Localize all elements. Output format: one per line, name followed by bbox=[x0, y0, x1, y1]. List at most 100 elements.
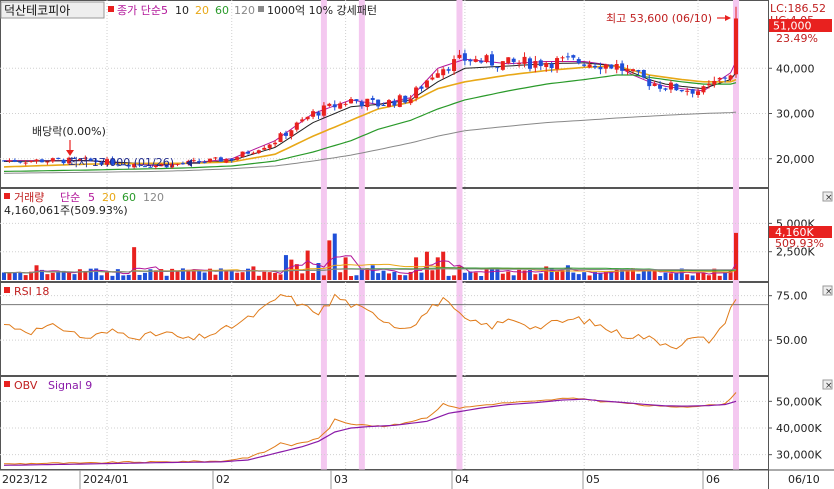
volume-bar bbox=[652, 270, 657, 280]
close-icon[interactable]: × bbox=[822, 191, 833, 203]
volume-bar bbox=[376, 273, 381, 280]
close-icon[interactable]: × bbox=[822, 379, 833, 391]
candle-body bbox=[18, 161, 23, 163]
candle-body bbox=[12, 160, 17, 162]
candle-body bbox=[229, 158, 234, 161]
candle-body bbox=[663, 88, 668, 90]
volume-bar bbox=[370, 265, 375, 280]
candle-body bbox=[338, 103, 343, 109]
volume-bar bbox=[555, 271, 560, 280]
volume-bar bbox=[641, 269, 646, 280]
candle-body bbox=[533, 61, 538, 68]
volume-bar bbox=[94, 268, 99, 280]
close-icon[interactable]: × bbox=[822, 285, 833, 297]
volume-bar bbox=[359, 268, 364, 280]
candle-body bbox=[72, 157, 77, 159]
volume-bar bbox=[197, 270, 202, 280]
volume-bar bbox=[29, 271, 34, 280]
volume-bar bbox=[365, 268, 370, 280]
volume-bar bbox=[208, 268, 213, 280]
candle-body bbox=[435, 73, 440, 78]
candle-body bbox=[717, 77, 722, 80]
candle-body bbox=[712, 80, 717, 85]
candle-body bbox=[484, 55, 489, 62]
pattern-marker-icon bbox=[258, 6, 264, 12]
obv-tick-label: 40,000K bbox=[776, 422, 822, 435]
volume-bar bbox=[294, 264, 299, 280]
volume-bar bbox=[67, 272, 72, 280]
volume-bar bbox=[235, 272, 240, 280]
candle-body bbox=[349, 99, 354, 104]
volume-bar bbox=[484, 268, 489, 280]
volume-bar bbox=[620, 268, 625, 280]
low-arrow-icon bbox=[186, 159, 200, 167]
volume-bar bbox=[544, 266, 549, 280]
candle-body bbox=[175, 163, 180, 165]
volume-marker-icon bbox=[4, 193, 10, 199]
volume-bar bbox=[251, 266, 256, 280]
candle-body bbox=[278, 133, 283, 142]
candle-body bbox=[202, 162, 207, 164]
volume-bar bbox=[419, 272, 424, 280]
candle-body bbox=[457, 54, 462, 58]
candle-body bbox=[289, 130, 294, 137]
candle-body bbox=[414, 87, 419, 99]
volume-bar bbox=[99, 275, 104, 280]
lc-label: LC:186.52 bbox=[770, 2, 826, 15]
y-axis-ticks: 40,00030,00020,0005,000K2,500K75.0050.00… bbox=[768, 62, 822, 462]
rsi-tick-label: 50.00 bbox=[776, 334, 808, 347]
legend-ma60: 60 bbox=[215, 4, 229, 17]
candle-body bbox=[679, 89, 684, 92]
candle-body bbox=[213, 157, 218, 159]
svg-text:×: × bbox=[825, 287, 833, 297]
volume-bar bbox=[441, 251, 446, 280]
stock-name: 덕산테코피아 bbox=[4, 4, 70, 18]
candle-body bbox=[218, 157, 223, 162]
volume-bar bbox=[256, 275, 261, 280]
volume-bar bbox=[229, 269, 234, 280]
price-tick-label: 20,000 bbox=[776, 153, 815, 166]
candle-body bbox=[734, 18, 738, 75]
volume-bar bbox=[625, 270, 630, 280]
stock-name-box[interactable] bbox=[0, 1, 105, 19]
dividend-annotation: 배당락(0.00%) bbox=[32, 125, 106, 138]
candle-body bbox=[191, 160, 196, 162]
volume-bar bbox=[267, 272, 272, 280]
rsi-polyline bbox=[3, 293, 737, 350]
volume-bar bbox=[392, 271, 397, 280]
volume-bar bbox=[316, 263, 321, 280]
candlesticks bbox=[2, 6, 738, 170]
ma-line-120 bbox=[4, 111, 737, 174]
volume-bar bbox=[706, 275, 711, 280]
volume-bar bbox=[527, 270, 532, 280]
legend-close-ma: 종가 단순 bbox=[117, 4, 161, 17]
legend-ma10: 10 bbox=[175, 4, 189, 17]
volume-bar bbox=[349, 276, 354, 280]
candle-body bbox=[668, 82, 673, 90]
candle-body bbox=[121, 164, 126, 166]
candle-body bbox=[728, 75, 733, 80]
candle-body bbox=[29, 160, 34, 162]
candle-body bbox=[527, 58, 532, 69]
candle-body bbox=[424, 80, 429, 88]
price-badge: 51,000 23.49% bbox=[769, 19, 832, 45]
volume-bar bbox=[522, 270, 527, 280]
volume-bar bbox=[278, 274, 283, 280]
high-arrow-icon bbox=[717, 15, 731, 21]
volume-bar bbox=[517, 269, 522, 280]
volume-bar bbox=[283, 255, 288, 280]
x-axis-label: 02 bbox=[216, 473, 230, 486]
volume-bars bbox=[2, 232, 738, 280]
candle-body bbox=[517, 63, 522, 65]
candle-body bbox=[674, 83, 679, 91]
candle-body bbox=[153, 165, 158, 168]
volume-bar bbox=[647, 269, 652, 280]
highlight-band bbox=[456, 0, 463, 470]
high-annotation: 최고 53,600 (06/10) bbox=[606, 12, 712, 25]
candle-body bbox=[468, 59, 473, 62]
volume-bar bbox=[18, 272, 23, 280]
candle-body bbox=[273, 142, 278, 145]
candle-body bbox=[403, 95, 408, 103]
candle-body bbox=[544, 62, 549, 68]
